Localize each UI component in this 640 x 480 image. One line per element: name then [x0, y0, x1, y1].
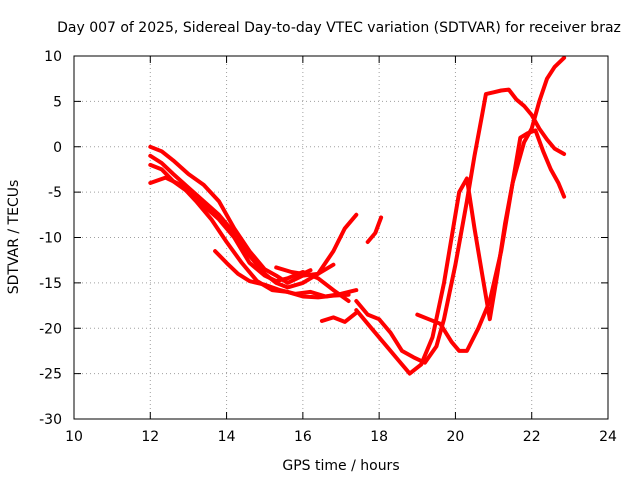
x-tick-label: 18: [370, 429, 388, 445]
y-tick-label: -5: [48, 185, 62, 201]
x-tick-label: 16: [294, 429, 312, 445]
x-axis-label: GPS time / hours: [282, 458, 399, 474]
y-tick-label: -20: [39, 321, 62, 337]
x-tick-label: 12: [141, 429, 159, 445]
series-line-trace-7: [319, 310, 359, 324]
series-line-trace-4: [148, 162, 351, 303]
series-line-trace-5: [213, 249, 359, 299]
data-traces: [148, 55, 567, 376]
y-tick-labels: -30 -25 -20 -15 -10 -5 0 5 10: [39, 49, 62, 428]
series-line-trace-11: [415, 55, 567, 353]
series-line-trace-6: [274, 265, 313, 276]
chart-title: Day 007 of 2025, Sidereal Day-to-day VTE…: [57, 20, 621, 36]
y-tick-label: -15: [39, 276, 62, 292]
axis-ticks: [73, 55, 609, 420]
series-line-trace-2: [148, 144, 359, 285]
series-line-trace-3: [148, 153, 336, 290]
y-tick-label: 5: [53, 94, 62, 110]
y-tick-label: 0: [53, 140, 62, 156]
y-tick-label: -25: [39, 367, 62, 383]
y-tick-label: 10: [44, 49, 62, 65]
series-line-trace-10: [354, 128, 567, 376]
x-tick-label: 10: [65, 429, 83, 445]
y-axis-label: SDTVAR / TECUs: [6, 180, 22, 295]
y-tick-label: -30: [39, 412, 62, 428]
x-tick-label: 22: [523, 429, 541, 445]
x-tick-label: 20: [447, 429, 465, 445]
y-tick-label: -10: [39, 231, 62, 247]
grid: [74, 56, 608, 419]
x-tick-label: 14: [218, 429, 236, 445]
series-line-trace-8: [365, 215, 384, 244]
x-tick-labels: 10 12 14 16 18 20 22 24: [65, 429, 617, 445]
x-tick-label: 24: [599, 429, 617, 445]
